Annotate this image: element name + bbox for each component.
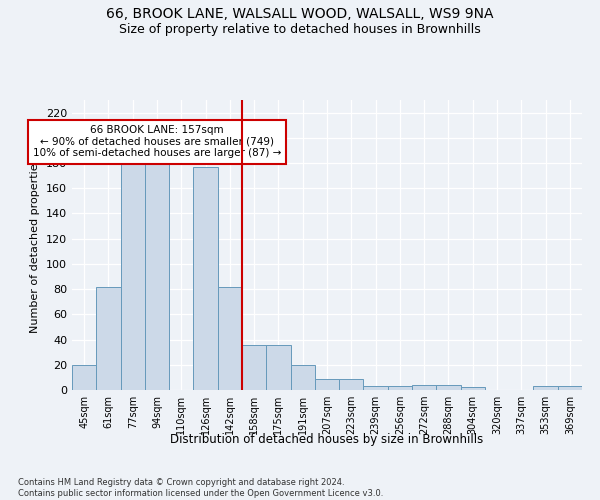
- Bar: [412, 385, 436, 390]
- Bar: [193, 167, 218, 390]
- Text: Size of property relative to detached houses in Brownhills: Size of property relative to detached ho…: [119, 22, 481, 36]
- Bar: [72, 365, 96, 390]
- Text: 66 BROOK LANE: 157sqm
← 90% of detached houses are smaller (749)
10% of semi-det: 66 BROOK LANE: 157sqm ← 90% of detached …: [33, 125, 281, 158]
- Bar: [242, 344, 266, 390]
- Bar: [461, 388, 485, 390]
- Bar: [266, 344, 290, 390]
- Bar: [388, 386, 412, 390]
- Text: 66, BROOK LANE, WALSALL WOOD, WALSALL, WS9 9NA: 66, BROOK LANE, WALSALL WOOD, WALSALL, W…: [106, 8, 494, 22]
- Bar: [96, 286, 121, 390]
- Bar: [558, 386, 582, 390]
- Bar: [315, 378, 339, 390]
- Y-axis label: Number of detached properties: Number of detached properties: [31, 158, 40, 332]
- Bar: [121, 160, 145, 390]
- Bar: [533, 386, 558, 390]
- Bar: [364, 386, 388, 390]
- Text: Contains HM Land Registry data © Crown copyright and database right 2024.
Contai: Contains HM Land Registry data © Crown c…: [18, 478, 383, 498]
- Bar: [436, 385, 461, 390]
- Bar: [290, 365, 315, 390]
- Bar: [218, 286, 242, 390]
- Bar: [145, 162, 169, 390]
- Bar: [339, 378, 364, 390]
- Text: Distribution of detached houses by size in Brownhills: Distribution of detached houses by size …: [170, 432, 484, 446]
